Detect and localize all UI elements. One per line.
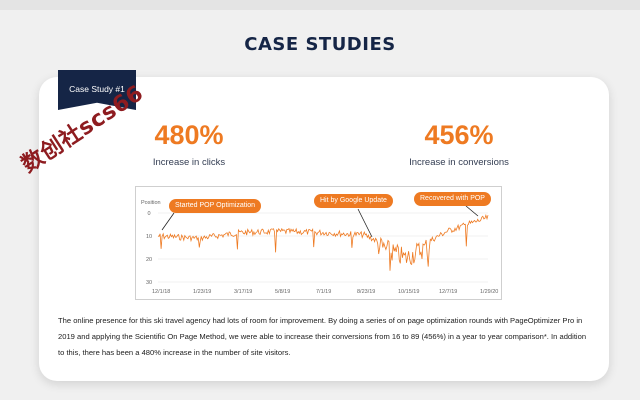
- case-study-ribbon: Case Study #1: [58, 70, 136, 110]
- x-tick-label: 5/8/19: [275, 289, 290, 295]
- arrow-started-pop: [161, 212, 175, 231]
- case-study-description: The online presence for this ski travel …: [58, 316, 587, 357]
- x-tick-label: 12/1/18: [152, 289, 170, 295]
- y-tick-label: 20: [146, 257, 152, 263]
- x-tick-label: 1/23/19: [193, 289, 211, 295]
- stat-clicks-label: Increase in clicks: [152, 157, 226, 168]
- x-tick-label: 8/23/19: [357, 289, 375, 295]
- y-tick-label: 30: [146, 280, 152, 286]
- x-tick-label: 3/17/19: [234, 289, 252, 295]
- callout-google-update: Hit by Google Update: [314, 194, 393, 208]
- x-tick-label: 12/7/19: [439, 289, 457, 295]
- x-tick-label: 7/1/19: [316, 289, 331, 295]
- arrow-google-update: [357, 208, 373, 238]
- x-tick-label: 1/29/20: [480, 289, 498, 295]
- y-axis-label: Position: [141, 200, 161, 206]
- arrow-recovered: [465, 205, 479, 217]
- callout-started-pop: Started POP Optimization: [169, 199, 262, 213]
- stat-conversions-label: Increase in conversions: [409, 157, 509, 168]
- series-line: [157, 213, 489, 271]
- y-tick-label: 0: [147, 211, 150, 217]
- stat-clicks-value: 480%: [154, 120, 224, 150]
- callout-recovered: Recovered with POP: [414, 192, 491, 206]
- ranking-chart: Position 0 10 20 30 12/1/18 1/23/19 3/17/19 5/8/…: [135, 186, 502, 300]
- ribbon-label: Case Study #1: [69, 84, 125, 94]
- page-title: CASE STUDIES: [244, 34, 396, 55]
- top-bar: [0, 0, 640, 10]
- y-tick-label: 10: [146, 234, 152, 240]
- stat-conversions-value: 456%: [424, 120, 494, 150]
- x-tick-label: 10/15/19: [398, 289, 419, 295]
